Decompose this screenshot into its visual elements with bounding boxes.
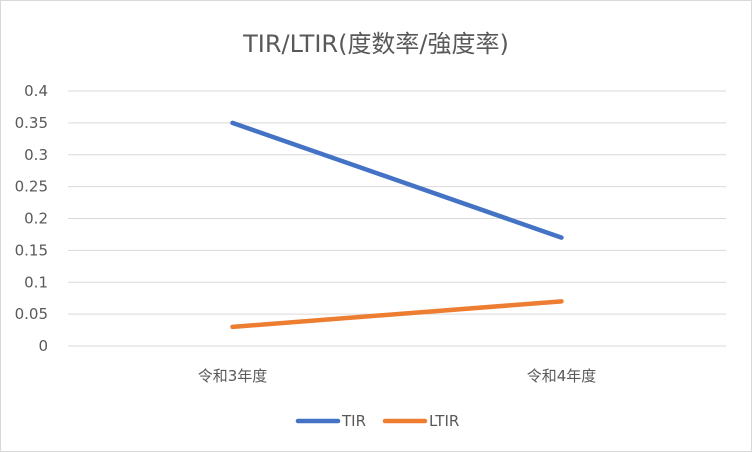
y-tick-label: 0.4 [24,82,48,100]
y-tick-label: 0.05 [15,305,48,323]
y-tick-label: 0.35 [15,114,48,132]
y-tick-label: 0.1 [24,273,48,291]
chart-title: TIR/LTIR(度数率/強度率) [243,30,509,58]
series-line-ltir [230,299,564,330]
x-tick-label: 令和3年度 [198,367,268,385]
x-tick-label: 令和4年度 [527,367,597,385]
y-tick-label: 0.25 [15,178,48,196]
y-tick-label: 0 [38,337,48,355]
legend-label-ltir: LTIR [429,412,459,430]
series-line-tir [230,120,564,240]
y-tick-label: 0.2 [24,210,48,228]
y-tick-label: 0.15 [15,241,48,259]
y-tick-label: 0.3 [24,146,48,164]
legend-label-tir: TIR [341,412,366,430]
